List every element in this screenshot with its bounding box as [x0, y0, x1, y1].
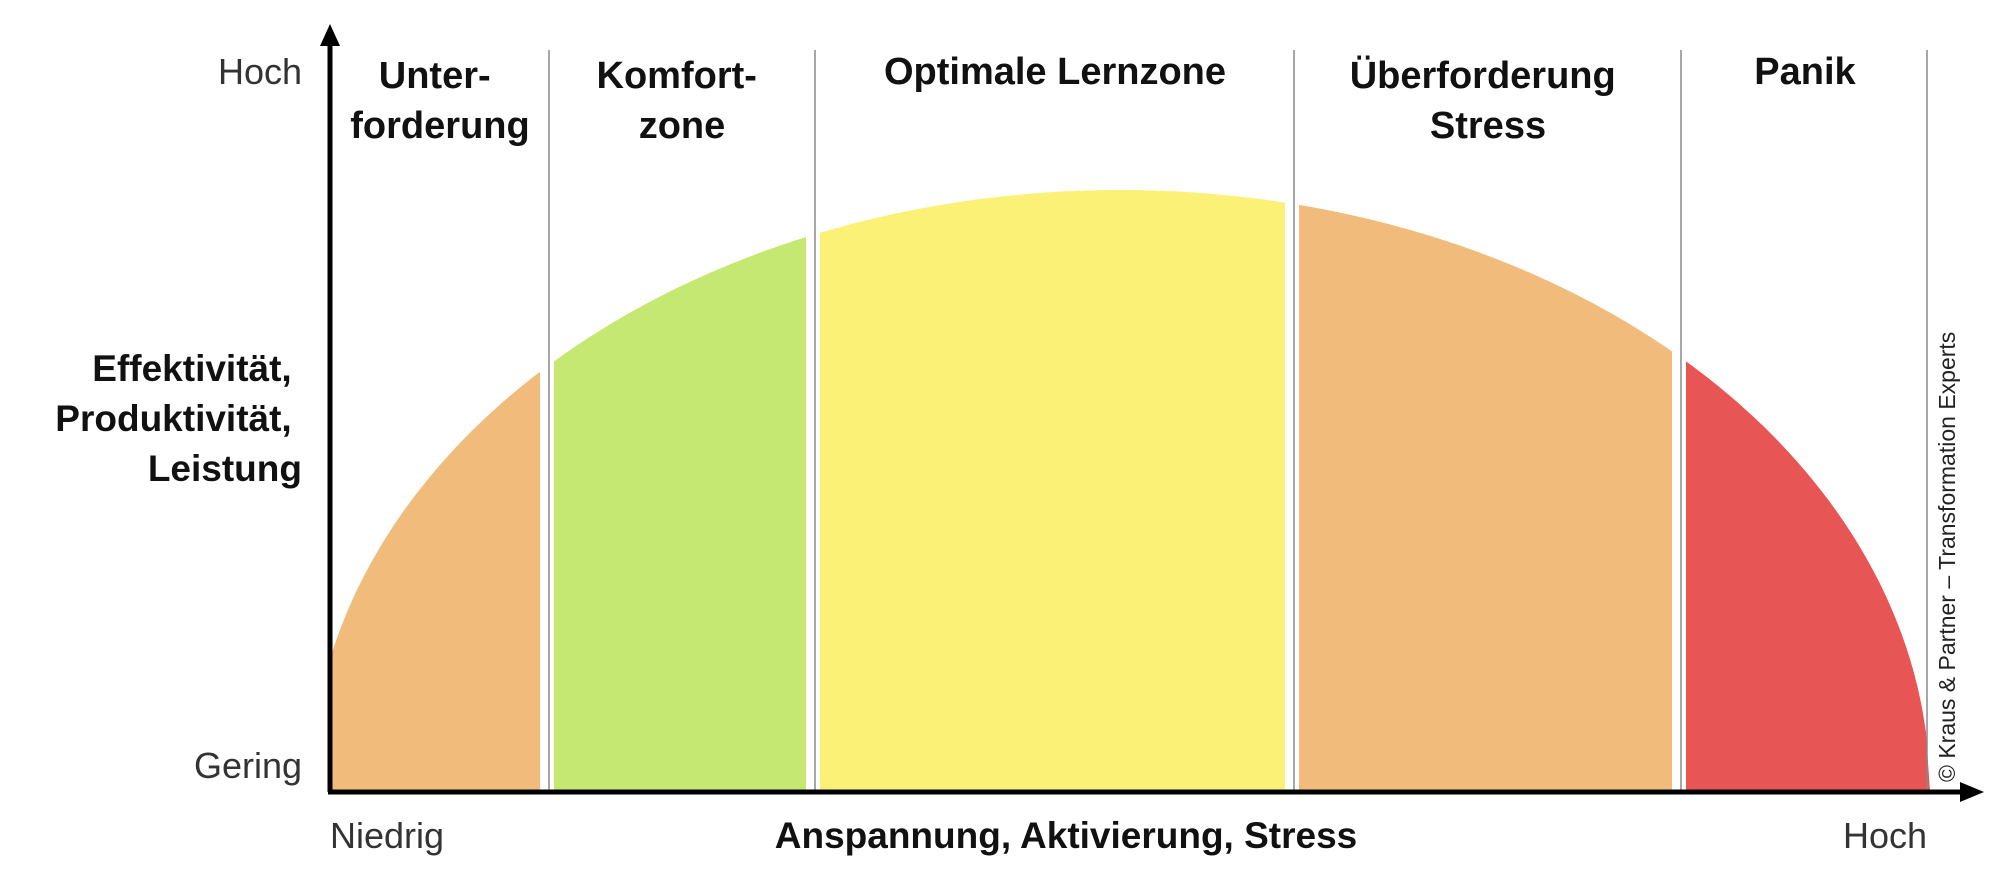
zone-title-lernzone: Optimale Lernzone [884, 51, 1226, 93]
zone-title-underforderung: Unter- forderung [350, 55, 529, 147]
y-axis-arrow-icon [320, 24, 340, 46]
x-axis-low-label: Niedrig [330, 815, 444, 856]
zone-gaps [540, 100, 1686, 795]
zone-title-ueberforderung: Überforderung Stress [1350, 54, 1627, 147]
axes [320, 24, 1984, 802]
y-axis-title: Effektivität, Produktivität, Leistung [55, 348, 302, 489]
zone-fill-panik [1681, 190, 1931, 794]
x-axis-high-label: Hoch [1843, 815, 1927, 856]
y-axis-high-label: Hoch [218, 51, 302, 92]
x-axis-arrow-icon [1960, 782, 1984, 802]
zone-separators [548, 50, 1928, 792]
zone-fill-lernzone [815, 190, 1294, 794]
copyright-text: © Kraus & Partner – Transformation Exper… [1934, 332, 1960, 782]
zone-title-komfortzone: Komfort- zone [597, 55, 768, 147]
y-axis-low-label: Gering [194, 745, 302, 786]
zone-fills [330, 190, 1931, 794]
x-axis-title: Anspannung, Aktivierung, Stress [775, 815, 1358, 856]
zone-title-panik: Panik [1754, 51, 1856, 93]
